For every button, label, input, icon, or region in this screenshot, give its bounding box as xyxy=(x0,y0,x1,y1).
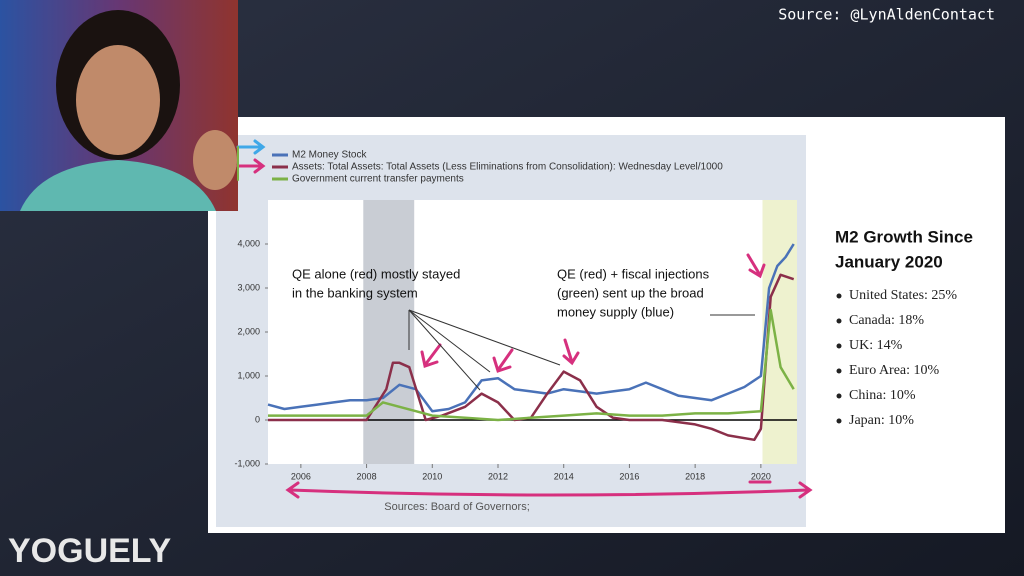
arrow-4 xyxy=(746,253,766,279)
annotation: in the banking system xyxy=(292,285,418,300)
y-tick-label: 0 xyxy=(255,414,260,424)
bullet xyxy=(836,368,842,374)
pointer xyxy=(408,309,561,366)
x-tick-label: 2016 xyxy=(619,471,639,481)
annotation: QE (red) + fiscal injections xyxy=(557,266,710,281)
bullet xyxy=(836,393,842,399)
x-tick-label: 2018 xyxy=(685,471,705,481)
bullet xyxy=(836,343,842,349)
arrow-red xyxy=(236,158,266,174)
bullet xyxy=(836,318,842,324)
y-tick-label: 3,000 xyxy=(237,282,260,292)
sidebar-item: Japan: 10% xyxy=(849,413,914,428)
legend-label: Government current transfer payments xyxy=(292,174,464,185)
x-axis-arrow xyxy=(285,480,813,499)
sidebar-item: China: 10% xyxy=(849,388,916,403)
series-line xyxy=(268,273,795,442)
y-tick-label: -1,000 xyxy=(234,458,260,468)
hand-drawn-arrows xyxy=(236,139,813,499)
x-tick-label: 2012 xyxy=(488,471,508,481)
arrow-3 xyxy=(562,338,580,366)
plot-area xyxy=(268,200,797,464)
annotation: money supply (blue) xyxy=(557,304,674,319)
x-tick-label: 2010 xyxy=(422,471,442,481)
source-credit: Source: @LynAldenContact xyxy=(778,6,995,24)
annotation: (green) sent up the broad xyxy=(557,285,704,300)
sidebar-item: UK: 14% xyxy=(849,338,903,353)
sidebar-item: Canada: 18% xyxy=(849,313,924,328)
arrow-1 xyxy=(420,343,442,368)
logo: YOGUELY xyxy=(8,532,171,570)
x-tick-label: 2008 xyxy=(357,471,377,481)
x-tick-label: 2014 xyxy=(554,471,574,481)
sidebar-item: Euro Area: 10% xyxy=(849,363,940,378)
bullet xyxy=(836,293,842,299)
y-tick-label: 1,000 xyxy=(237,370,260,380)
hand xyxy=(193,130,237,190)
sidebar-title: January 2020 xyxy=(835,252,943,271)
shirt xyxy=(20,160,216,211)
series-line xyxy=(268,308,795,422)
bullet xyxy=(836,418,842,424)
y-tick-label: 4,000 xyxy=(237,238,260,248)
pointer xyxy=(408,309,481,391)
sidebar-title: M2 Growth Since xyxy=(835,227,973,246)
legend-label: M2 Money Stock xyxy=(292,150,367,161)
x-tick-label: 2020 xyxy=(751,471,771,481)
shaded-region xyxy=(363,200,415,464)
chart-footer: Sources: Board of Governors; xyxy=(384,501,530,513)
y-tick-label: 2,000 xyxy=(237,326,260,336)
pointer xyxy=(408,309,491,373)
annotation: QE alone (red) mostly stayed xyxy=(292,266,460,281)
x-tick-label: 2006 xyxy=(291,471,311,481)
legend-label: Assets: Total Assets: Total Assets (Less… xyxy=(292,162,723,173)
face xyxy=(76,45,160,155)
arrow-2 xyxy=(492,348,514,373)
sidebar-item: United States: 25% xyxy=(849,288,957,303)
arrow-blue xyxy=(236,139,266,155)
pointer-lines xyxy=(408,309,755,391)
